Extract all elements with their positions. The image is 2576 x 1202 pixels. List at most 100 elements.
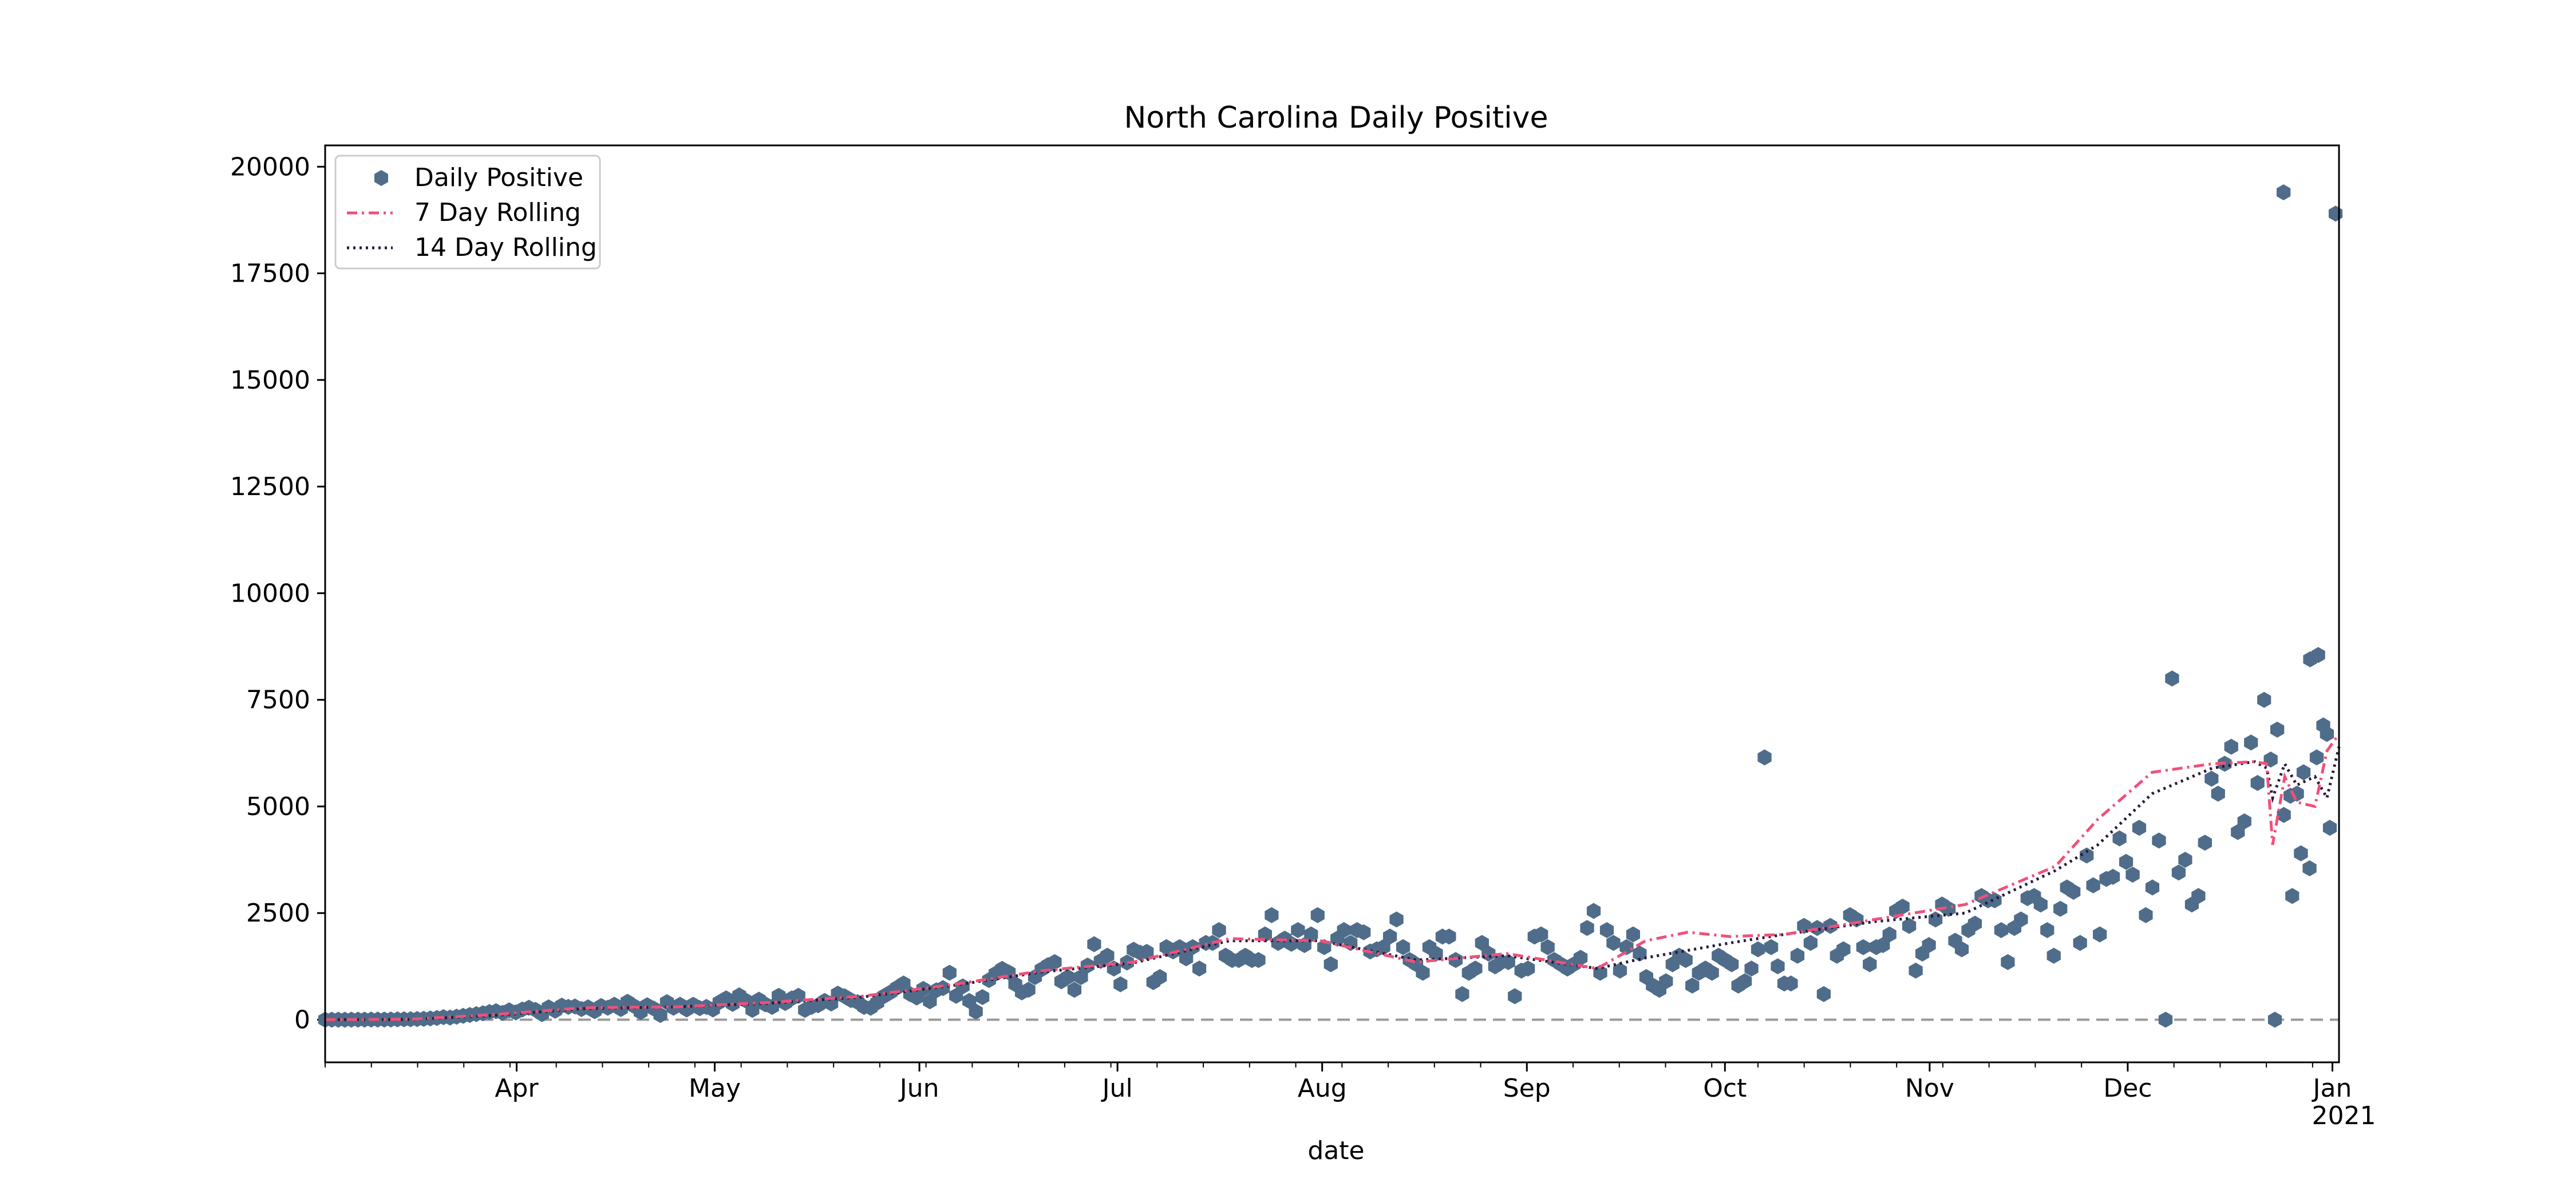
daily-positive-point	[2296, 764, 2311, 781]
daily-positive-point	[2119, 853, 2134, 870]
daily-positive-point	[2320, 726, 2334, 742]
daily-positive-point	[1626, 926, 1640, 943]
daily-positive-point	[2112, 830, 2127, 847]
daily-positive-point	[1475, 935, 1489, 951]
daily-positive-point	[1738, 973, 1752, 990]
daily-positive-point	[1448, 952, 1463, 968]
y-tick-label: 15000	[230, 366, 310, 395]
daily-positive-point	[2285, 888, 2300, 904]
daily-positive-point	[1751, 941, 1765, 958]
daily-positive-point	[2033, 896, 2048, 913]
legend: Daily Positive 7 Day Rolling 14 Day Roll…	[334, 155, 601, 270]
daily-positive-point	[2093, 926, 2107, 943]
daily-positive-point	[1659, 973, 1673, 990]
daily-positive-point	[1856, 939, 1870, 955]
daily-positive-point	[1790, 947, 1805, 964]
daily-positive-point	[1895, 899, 1910, 915]
legend-label-daily-positive: Daily Positive	[414, 163, 583, 192]
daily-positive-point	[2001, 954, 2015, 970]
daily-positive-point	[896, 975, 911, 992]
daily-positive-point	[2244, 734, 2258, 751]
daily-positive-point	[1501, 954, 1515, 970]
daily-positive-point	[1140, 944, 1154, 960]
y-tick-label: 7500	[246, 686, 310, 715]
daily-positive-point	[1902, 918, 1917, 934]
daily-positive-point	[1764, 939, 1779, 955]
plot-area: 0 2500 5000 7500 10000 12500 15000 17500 20000 Ap…	[230, 144, 2376, 1130]
daily-positive-point	[2257, 691, 2271, 708]
daily-positive-point	[923, 993, 937, 1010]
daily-positive-point	[1521, 960, 1535, 977]
daily-positive-point	[1389, 911, 1404, 928]
daily-positive-point	[942, 964, 957, 981]
daily-positive-point	[2046, 947, 2061, 964]
x-tick-label: Apr	[495, 1074, 539, 1103]
daily-positive-point	[1323, 956, 1338, 972]
daily-positive-point	[653, 1007, 667, 1023]
daily-positive-point	[2165, 670, 2179, 687]
daily-positive-point	[1508, 988, 1522, 1005]
daily-positive-point	[1534, 926, 1548, 943]
daily-positive-point	[1021, 982, 1036, 998]
daily-positive-point	[1087, 936, 1101, 952]
daily-positive-point	[1994, 922, 2008, 938]
y-tick-label: 2500	[246, 899, 310, 928]
daily-positive-point	[1153, 969, 1167, 985]
daily-positive-point	[1468, 960, 1483, 977]
daily-positive-point	[1284, 935, 1298, 952]
x-tick-label: Aug	[1298, 1074, 1347, 1103]
x-tick-label: May	[689, 1074, 741, 1103]
daily-positive-point	[1074, 969, 1088, 985]
daily-positive-point	[1481, 946, 1496, 962]
daily-positive-point	[2237, 813, 2251, 829]
daily-positive-point	[2270, 721, 2285, 738]
daily-positive-point	[2224, 738, 2238, 755]
daily-positive-point	[1067, 982, 1082, 998]
daily-positive-point	[1048, 954, 1062, 970]
daily-positive-point	[1337, 922, 1351, 938]
legend-label-7-day-rolling: 7 Day Rolling	[414, 198, 581, 227]
rolling-14-day-line	[325, 746, 2341, 1021]
daily-positive-point	[1678, 952, 1693, 968]
daily-positive-point	[1757, 749, 1772, 766]
daily-positive-point	[1113, 976, 1128, 993]
y-tick-label: 17500	[230, 259, 310, 288]
daily-positive-point	[2080, 847, 2094, 864]
daily-positive-point	[1954, 941, 1969, 958]
daily-positive-point	[1771, 958, 1785, 975]
daily-positive-point	[2106, 868, 2120, 885]
legend-marker-daily-positive	[374, 170, 388, 186]
x-tick-label: Sep	[1503, 1074, 1551, 1103]
daily-positive-point	[2250, 774, 2265, 791]
daily-positive-point	[1100, 947, 1115, 964]
y-tick-label: 12500	[230, 472, 310, 501]
daily-positive-point	[1816, 986, 1831, 1002]
x-axis-label: date	[1307, 1136, 1364, 1165]
daily-positive-point	[1863, 956, 1877, 972]
daily-positive-point	[745, 1002, 760, 1018]
daily-positive-point	[2145, 879, 2160, 896]
daily-positive-point	[1876, 937, 1890, 954]
daily-positive-point	[2125, 867, 2140, 883]
x-tick-label: Oct	[1703, 1074, 1747, 1103]
daily-positive-point	[2322, 820, 2337, 836]
daily-positive-point	[1606, 935, 1621, 951]
y-tick-label: 0	[294, 1005, 310, 1034]
daily-positive-point	[1251, 952, 1266, 968]
daily-positive-point	[1836, 941, 1851, 958]
daily-positive-point	[1784, 975, 1798, 992]
daily-positive-point	[1580, 920, 1594, 936]
rolling-7-day-line	[325, 733, 2341, 1021]
y-tick-label: 5000	[246, 792, 310, 821]
daily-positive-point	[1212, 922, 1226, 938]
daily-positive-point	[1613, 962, 1627, 979]
daily-positive-point	[2040, 922, 2055, 938]
daily-positive-point	[1803, 935, 1818, 951]
daily-positive-point	[1705, 964, 1719, 981]
daily-positive-point	[1619, 939, 1634, 955]
daily-positive-point	[2158, 1011, 2173, 1028]
x-tick-label: Jan	[2312, 1074, 2352, 1103]
x-tick-label: Jun	[898, 1074, 939, 1103]
daily-positive-point	[1265, 907, 1279, 923]
